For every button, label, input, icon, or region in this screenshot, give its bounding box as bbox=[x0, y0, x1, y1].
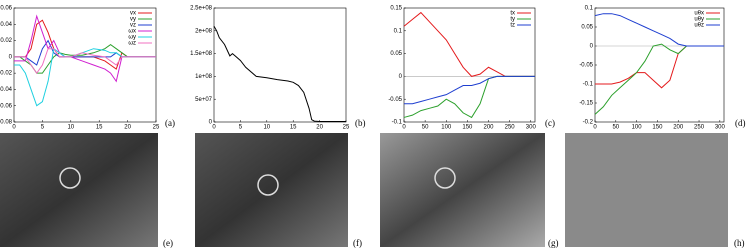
y-tick-label: 0.05 bbox=[390, 51, 402, 57]
y-tick-label: -0.15 bbox=[579, 101, 593, 107]
x-tick-label: 5 bbox=[41, 125, 45, 131]
x-tick-label: 250 bbox=[505, 125, 516, 131]
image-e bbox=[0, 133, 158, 247]
x-tick-label: 25 bbox=[153, 125, 160, 131]
x-tick-label: 10 bbox=[67, 125, 74, 131]
panel-label: (f) bbox=[353, 238, 362, 248]
series-line bbox=[14, 48, 156, 75]
image-g bbox=[380, 133, 545, 247]
panel-label: (d) bbox=[735, 118, 746, 128]
x-tick-label: 50 bbox=[612, 125, 619, 131]
panel-label: (h) bbox=[734, 238, 745, 248]
y-tick-label: 0.15 bbox=[390, 6, 402, 12]
x-tick-label: 0 bbox=[12, 125, 16, 131]
y-tick-label: 0.02 bbox=[0, 38, 12, 44]
plot-frame bbox=[213, 7, 347, 123]
legend-label: ty bbox=[510, 17, 515, 23]
image-marker bbox=[257, 174, 279, 196]
legend-label: uθx bbox=[694, 11, 704, 17]
series-line bbox=[14, 44, 156, 74]
x-tick-label: 10 bbox=[263, 125, 270, 131]
x-tick-label: 0 bbox=[402, 125, 406, 131]
x-tick-label: 20 bbox=[316, 125, 323, 131]
y-tick-label: -0.02 bbox=[0, 71, 13, 77]
y-tick-label: -0.04 bbox=[0, 87, 13, 93]
x-tick-label: 300 bbox=[715, 125, 726, 131]
image-marker bbox=[59, 167, 81, 189]
image-f bbox=[195, 133, 348, 247]
y-tick-label: 5e+07 bbox=[195, 97, 213, 103]
series-line bbox=[213, 25, 346, 123]
plot-frame bbox=[594, 7, 725, 123]
legend-label: uθz bbox=[694, 23, 704, 29]
y-tick-label: 0.06 bbox=[0, 6, 12, 12]
y-tick-label: 0.05 bbox=[581, 25, 593, 31]
x-tick-label: 100 bbox=[632, 125, 643, 131]
series-line bbox=[594, 43, 724, 115]
y-tick-label: 2e+08 bbox=[195, 28, 213, 34]
x-tick-label: 300 bbox=[526, 125, 537, 131]
x-tick-label: 25 bbox=[343, 125, 350, 131]
x-tick-label: 5 bbox=[239, 125, 243, 131]
legend-label: ωz bbox=[128, 41, 136, 47]
y-tick-label: 2.5e+08 bbox=[190, 6, 213, 12]
series-line bbox=[594, 13, 724, 47]
x-tick-label: 15 bbox=[290, 125, 297, 131]
plot-frame bbox=[403, 7, 536, 123]
y-tick-label: -0.05 bbox=[579, 63, 593, 69]
panel-label: (c) bbox=[545, 118, 555, 128]
x-tick-label: 200 bbox=[484, 125, 495, 131]
x-tick-label: 150 bbox=[462, 125, 473, 131]
panel-label: (e) bbox=[163, 238, 173, 248]
y-tick-label: 0 bbox=[209, 120, 213, 126]
x-tick-label: 0 bbox=[212, 125, 216, 131]
legend-label: tz bbox=[510, 23, 515, 29]
y-tick-label: 0 bbox=[9, 54, 13, 60]
series-line bbox=[403, 75, 535, 119]
y-tick-label: 1e+08 bbox=[195, 74, 213, 80]
x-tick-label: 100 bbox=[441, 125, 452, 131]
y-tick-label: -0.1 bbox=[583, 82, 594, 88]
y-tick-label: 0.1 bbox=[394, 28, 403, 34]
panel-label: (a) bbox=[165, 118, 175, 128]
panel-label: (g) bbox=[548, 238, 559, 248]
x-tick-label: 200 bbox=[673, 125, 684, 131]
panel-label: (b) bbox=[355, 118, 366, 128]
x-tick-label: 250 bbox=[694, 125, 705, 131]
y-tick-label: 0.1 bbox=[585, 6, 594, 12]
image-marker bbox=[434, 167, 456, 189]
y-tick-label: -0.1 bbox=[392, 120, 403, 126]
x-tick-label: 50 bbox=[422, 125, 429, 131]
x-tick-label: 20 bbox=[124, 125, 131, 131]
legend-label: vy bbox=[130, 17, 136, 23]
y-tick-label: -0.2 bbox=[583, 120, 594, 126]
series-line bbox=[404, 75, 535, 105]
y-tick-label: 1.5e+08 bbox=[190, 51, 213, 57]
legend-label: tx bbox=[510, 11, 515, 17]
y-tick-label: -0.05 bbox=[388, 97, 402, 103]
x-tick-label: 0 bbox=[593, 125, 597, 131]
y-tick-label: -0.08 bbox=[0, 120, 13, 126]
legend-label: vz bbox=[130, 23, 136, 29]
y-tick-label: -0.06 bbox=[0, 103, 13, 109]
image-h bbox=[565, 133, 728, 247]
y-tick-label: 0 bbox=[590, 44, 594, 50]
series-line bbox=[403, 11, 535, 77]
legend-label: ωx bbox=[128, 29, 136, 35]
y-tick-label: 0.04 bbox=[0, 22, 12, 28]
x-tick-label: 15 bbox=[96, 125, 103, 131]
series-line bbox=[595, 45, 724, 89]
legend-label: uθy bbox=[694, 17, 704, 23]
legend-label: ωy bbox=[128, 35, 136, 41]
y-tick-label: 0 bbox=[399, 74, 403, 80]
x-tick-label: 150 bbox=[652, 125, 663, 131]
legend-label: vx bbox=[130, 11, 136, 17]
